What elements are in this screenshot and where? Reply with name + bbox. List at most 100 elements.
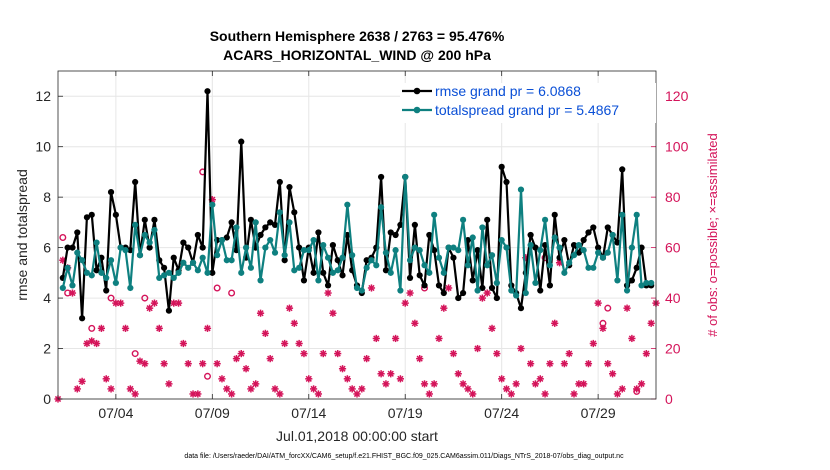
obs-assimilated-marker	[608, 370, 617, 378]
obs-assimilated-marker	[141, 360, 149, 368]
rmse-point	[469, 277, 476, 284]
obs-assimilated-marker	[353, 390, 361, 398]
obs-possible-marker	[213, 284, 221, 292]
rmse-point	[397, 221, 404, 229]
rmse-point	[455, 294, 462, 302]
totalspread-point	[276, 209, 283, 216]
asterisk-stroke	[262, 330, 269, 337]
asterisk-stroke	[324, 289, 332, 297]
totalspread-point	[349, 252, 356, 259]
y-tick-label-left: 12	[35, 88, 51, 104]
totalspread-point	[633, 211, 640, 218]
totalspread-point	[590, 264, 597, 271]
totalspread-point	[580, 247, 587, 254]
obs-assimilated-marker	[155, 324, 163, 332]
totalspread-point	[628, 244, 635, 251]
asterisk-stroke	[69, 289, 76, 297]
y-tick-label-right: 80	[665, 189, 681, 205]
asterisk-stroke	[267, 355, 274, 362]
totalspread-point	[402, 173, 409, 181]
rmse-point	[450, 254, 457, 261]
obs-assimilated-marker	[618, 385, 626, 393]
totalspread-point	[469, 234, 476, 241]
obs-assimilated-marker	[498, 375, 506, 383]
asterisk-stroke	[426, 390, 433, 398]
totalspread-point	[305, 247, 312, 254]
totalspread-point	[488, 252, 496, 259]
x-tick-label: 07/14	[291, 405, 326, 421]
asterisk-stroke	[382, 380, 390, 387]
y-tick-label-right: 60	[665, 240, 681, 256]
asterisk-stroke	[377, 370, 385, 377]
obs-assimilated-marker	[527, 360, 535, 368]
totalspread-point	[450, 244, 457, 251]
totalspread-point	[156, 274, 163, 281]
totalspread-point	[160, 272, 168, 279]
obs-assimilated-marker	[170, 299, 178, 307]
obs-assimilated-marker	[594, 299, 602, 307]
totalspread-point	[271, 249, 279, 256]
rmse-point	[247, 216, 255, 223]
totalspread-point	[209, 201, 216, 208]
obs-possible-marker	[604, 304, 612, 312]
asterisk-stroke	[455, 370, 462, 377]
plot-frame	[57, 70, 657, 400]
asterisk-stroke	[474, 345, 481, 352]
totalspread-point	[79, 257, 86, 264]
totalspread-point	[493, 279, 500, 287]
rmse-point	[300, 277, 308, 284]
rmse-point	[83, 214, 91, 221]
rmse-point	[484, 216, 491, 223]
obs-assimilated-marker	[469, 390, 477, 398]
rmse-point	[532, 244, 539, 251]
asterisk-stroke	[112, 300, 119, 307]
rmse-point	[426, 231, 433, 239]
totalspread-point	[93, 239, 100, 246]
rmse-point	[74, 229, 81, 236]
asterisk-stroke	[392, 335, 399, 342]
obs-assimilated-marker	[416, 355, 424, 363]
rmse-point	[334, 257, 341, 264]
rmse-point	[339, 272, 346, 279]
asterisk-stroke	[368, 284, 375, 292]
asterisk-stroke	[271, 385, 279, 393]
obs-assimilated-marker	[637, 380, 646, 388]
rmse-point	[431, 247, 438, 254]
obs-assimilated-marker	[560, 360, 568, 368]
totalspread-point	[527, 241, 534, 249]
obs-assimilated-marker	[261, 329, 269, 337]
rmse-point	[546, 282, 554, 289]
totalspread-point	[300, 247, 308, 254]
rmse-point	[209, 269, 216, 276]
asterisk-stroke	[580, 380, 587, 387]
asterisk-stroke	[551, 320, 558, 327]
totalspread-point	[561, 269, 568, 276]
asterisk-stroke	[406, 289, 414, 297]
asterisk-stroke	[479, 294, 486, 302]
obs-assimilated-marker	[179, 339, 187, 348]
asterisk-stroke	[160, 360, 168, 367]
rmse-point	[382, 267, 390, 274]
obs-assimilated-marker	[541, 390, 549, 398]
totalspread-point	[165, 269, 173, 276]
totalspread-point	[262, 244, 269, 251]
obs-assimilated-marker	[97, 324, 106, 332]
totalspread-point	[378, 204, 385, 211]
y-tick-label-right: 0	[665, 391, 673, 407]
totalspread-point	[556, 244, 563, 251]
rmse-point	[474, 247, 481, 254]
obs-assimilated-marker	[305, 375, 313, 383]
rmse-point	[286, 183, 293, 191]
totalspread-point	[416, 247, 423, 254]
rmse-point	[276, 178, 283, 186]
totalspread-point	[233, 224, 240, 231]
rmse-point	[194, 231, 201, 239]
obs-assimilated-marker	[391, 334, 400, 343]
rmse-point	[575, 249, 582, 256]
asterisk-stroke	[132, 390, 139, 398]
rmse-point	[363, 257, 370, 264]
totalspread-point	[238, 269, 245, 276]
rmse-point	[262, 224, 269, 231]
asterisk-stroke	[310, 385, 317, 393]
obs-possible-marker	[131, 350, 139, 358]
